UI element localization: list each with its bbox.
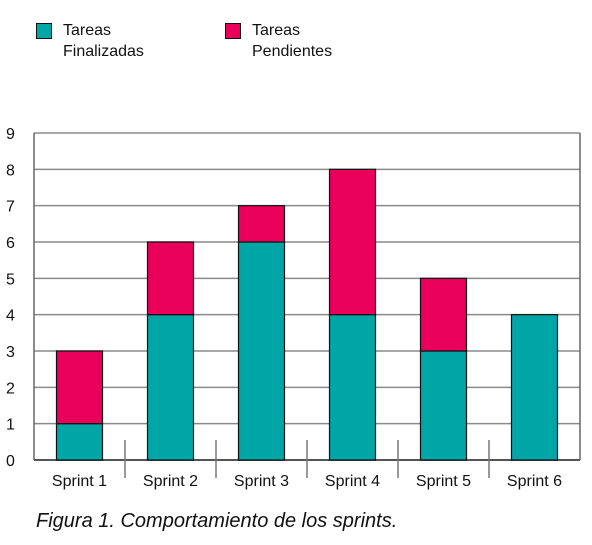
legend-label-line: Tareas: [252, 22, 301, 39]
legend-swatch-finalizadas: [36, 23, 52, 39]
legend-label-pendientes: Tareas Pendientes: [252, 20, 332, 62]
x-tick-label: Sprint 5: [416, 473, 471, 490]
bar-finalizadas: [146, 314, 195, 461]
y-tick-label: 5: [6, 271, 15, 288]
x-tick-label: Sprint 6: [507, 473, 562, 490]
y-tick-label: 7: [6, 199, 15, 216]
y-tick-label: 6: [6, 235, 15, 252]
bar-finalizadas: [237, 241, 286, 461]
bar-pendientes: [146, 241, 195, 316]
bar-pendientes: [328, 168, 377, 316]
bar-finalizadas: [510, 314, 559, 461]
y-tick-label: 4: [6, 308, 15, 325]
figure-caption: Figura 1. Comportamiento de los sprints.: [36, 510, 398, 532]
y-tick-label: 8: [6, 162, 15, 179]
x-tick-label: Sprint 1: [52, 473, 107, 490]
y-tick-label: 1: [6, 417, 15, 434]
bar-finalizadas: [419, 350, 468, 461]
bar-pendientes: [237, 205, 286, 243]
bar-pendientes: [55, 350, 104, 425]
x-tick-label: Sprint 4: [325, 473, 380, 490]
y-tick-label: 9: [6, 126, 15, 143]
legend-swatch-pendientes: [225, 23, 241, 39]
bar-pendientes: [419, 277, 468, 352]
legend-label-line: Pendientes: [252, 43, 333, 60]
y-tick-label: 0: [6, 453, 15, 470]
legend-label-finalizadas: Tareas Finalizadas: [63, 20, 144, 62]
x-tick-label: Sprint 2: [143, 473, 198, 490]
legend-label-line: Tareas: [63, 22, 112, 39]
y-tick-label: 2: [6, 380, 15, 397]
x-tick-label: Sprint 3: [234, 473, 289, 490]
legend-label-line: Finalizadas: [63, 43, 144, 60]
bar-finalizadas: [328, 314, 377, 461]
y-tick-label: 3: [6, 344, 15, 361]
bar-finalizadas: [55, 423, 104, 461]
